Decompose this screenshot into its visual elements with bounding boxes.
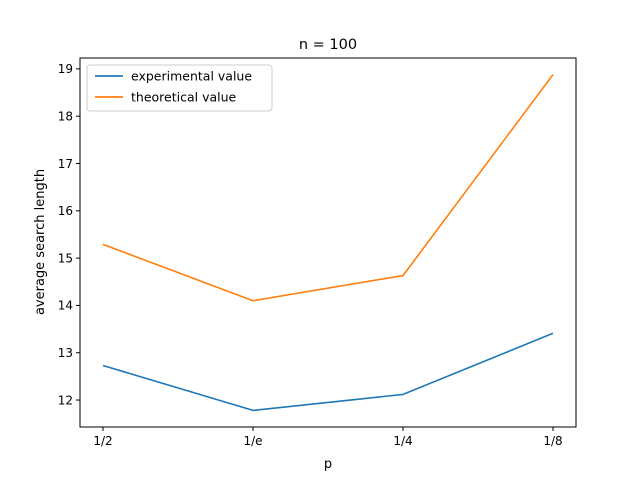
x-tick-label: 1/8 — [543, 434, 562, 448]
y-tick-label: 12 — [58, 393, 73, 407]
x-tick-label: 1/4 — [393, 434, 412, 448]
x-tick-label: 1/e — [243, 434, 262, 448]
y-tick-label: 17 — [58, 157, 73, 171]
y-tick-label: 18 — [58, 109, 73, 123]
plot-frame — [79, 57, 577, 428]
legend: experimental value theoretical value — [86, 64, 273, 112]
y-tick-label: 16 — [58, 204, 73, 218]
y-tick-label: 13 — [58, 346, 73, 360]
x-tick-label: 1/2 — [93, 434, 112, 448]
x-axis: 1/2 1/e 1/4 1/8 — [93, 427, 563, 448]
legend-label-theoretical: theoretical value — [131, 90, 237, 105]
y-axis: 12 13 14 15 16 17 18 19 — [58, 62, 80, 407]
y-tick-label: 15 — [58, 251, 73, 265]
legend-label-experimental: experimental value — [131, 69, 252, 84]
series-line-1 — [102, 74, 554, 302]
x-axis-label: p — [324, 457, 332, 472]
y-tick-label: 14 — [58, 299, 73, 313]
series-layer — [102, 74, 554, 412]
y-axis-label: average search length — [33, 169, 48, 315]
chart-title: n = 100 — [299, 37, 357, 53]
legend-box — [86, 64, 273, 112]
series-line-0 — [102, 332, 554, 412]
y-tick-label: 19 — [58, 62, 73, 76]
